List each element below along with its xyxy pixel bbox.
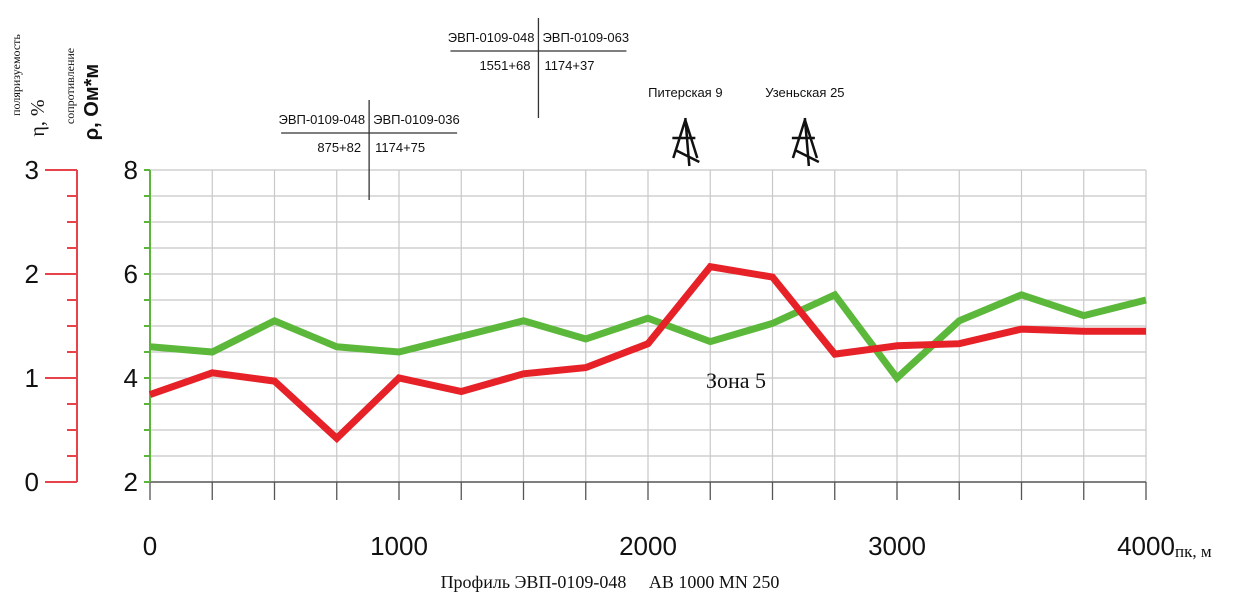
x-tick-label: 4000 bbox=[1117, 531, 1175, 561]
well-marker-icon bbox=[791, 117, 820, 167]
eta-tick-label: 1 bbox=[25, 363, 39, 393]
intersection-top-left: ЭВП-0109-048 bbox=[278, 112, 365, 127]
x-axis-label: пк, м bbox=[1175, 542, 1212, 561]
rho-tick-label: 4 bbox=[124, 363, 138, 393]
x-tick-label: 1000 bbox=[370, 531, 428, 561]
intersection-bottom-right: 1174+37 bbox=[544, 58, 594, 73]
intersection-bottom-right: 1174+75 bbox=[375, 140, 425, 155]
rho-tick-label: 6 bbox=[124, 259, 138, 289]
left-axis-title: η, % bbox=[27, 99, 49, 136]
left-axis-subtitle: поляризуемость bbox=[9, 34, 23, 116]
right-axis-subtitle: сопротивление bbox=[63, 48, 77, 124]
axes bbox=[45, 169, 1147, 500]
intersection-top-left: ЭВП-0109-048 bbox=[448, 30, 535, 45]
well-marker-icon bbox=[672, 117, 700, 167]
well-marker-stroke bbox=[672, 117, 700, 167]
x-tick-label: 3000 bbox=[868, 531, 926, 561]
series bbox=[148, 262, 1147, 444]
x-tick-label: 0 bbox=[143, 531, 157, 561]
intersection-marker: ЭВП-0109-048 ЭВП-0109-063 1551+68 1174+37 bbox=[448, 18, 629, 118]
intersection-marker: ЭВП-0109-048 ЭВП-0109-036 875+82 1174+75 bbox=[278, 100, 460, 200]
zone-annotation: Зона 5 bbox=[706, 368, 766, 393]
intersection-bottom-left: 1551+68 bbox=[479, 58, 530, 73]
rho-series-line bbox=[149, 290, 1147, 384]
well-label: Питерская 9 bbox=[648, 85, 722, 100]
intersection-bottom-left: 875+82 bbox=[317, 140, 361, 155]
eta-tick-label: 0 bbox=[25, 467, 39, 497]
well-marker-stroke bbox=[791, 117, 820, 167]
right-axis-title: ρ, Ом*м bbox=[81, 64, 103, 140]
intersection-top-right: ЭВП-0109-063 bbox=[542, 30, 629, 45]
x-tick-label: 2000 bbox=[619, 531, 677, 561]
rho-tick-label: 2 bbox=[124, 467, 138, 497]
eta-series-line bbox=[148, 262, 1146, 444]
grid bbox=[150, 169, 1147, 482]
labels: 0 1000 2000 3000 4000 2 4 6 8 0 1 2 3 Питерская 9 Узен… bbox=[25, 18, 1175, 561]
well-label: Узеньская 25 bbox=[765, 85, 844, 100]
rho-tick-label: 8 bbox=[124, 155, 138, 185]
chart-title: Профиль ЭВП-0109-048 АВ 1000 MN 250 bbox=[441, 572, 780, 592]
eta-tick-label: 2 bbox=[25, 259, 39, 289]
eta-tick-label: 3 bbox=[25, 155, 39, 185]
intersection-top-right: ЭВП-0109-036 bbox=[373, 112, 460, 127]
